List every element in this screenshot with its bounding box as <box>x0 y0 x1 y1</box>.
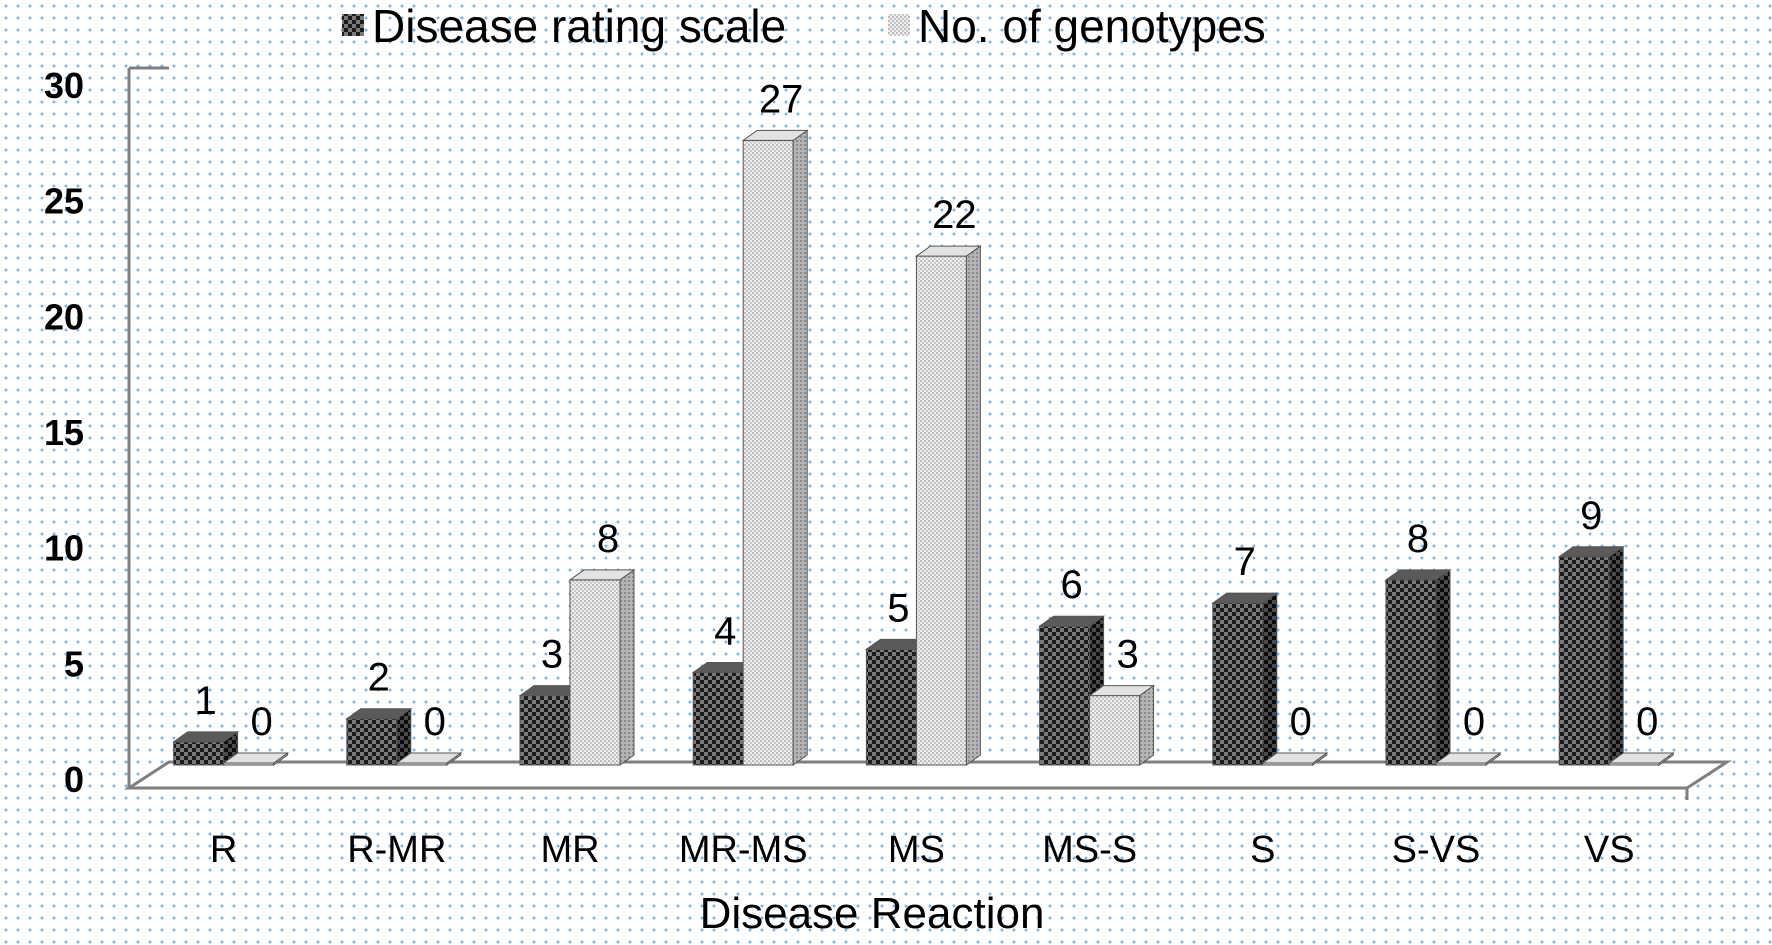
bar-side <box>1608 545 1624 766</box>
data-label: 27 <box>759 77 804 121</box>
bar-top <box>1384 569 1452 581</box>
bar-top <box>1557 546 1625 558</box>
bar-front <box>742 139 794 766</box>
bar-top <box>741 129 809 141</box>
data-label: 0 <box>1463 700 1485 744</box>
data-label: 0 <box>1636 700 1658 744</box>
y-tick-label: 20 <box>44 296 84 337</box>
chart-floor <box>123 760 1733 790</box>
data-label: 6 <box>1060 563 1082 607</box>
bar-front <box>519 695 571 766</box>
bar-top <box>1261 752 1329 764</box>
data-label: 0 <box>424 700 446 744</box>
bar-front <box>1558 556 1610 766</box>
bar-top <box>1038 615 1106 627</box>
x-category-label: R-MR <box>347 829 446 871</box>
data-label: 0 <box>1290 700 1312 744</box>
bar-top <box>1088 685 1156 697</box>
bar-no-of-genotypes <box>741 129 809 766</box>
bar-no-of-genotypes <box>1088 684 1156 766</box>
legend-label-series-1: Disease rating scale <box>372 0 786 52</box>
bar-side <box>1262 592 1278 766</box>
data-label: 4 <box>714 609 736 653</box>
bar-no-of-genotypes <box>222 752 290 766</box>
bar-side <box>1435 568 1451 766</box>
bar-no-of-genotypes <box>1434 752 1502 766</box>
x-category-label: MS-S <box>1042 829 1137 871</box>
bar-disease-rating-scale <box>345 707 413 766</box>
data-label: 2 <box>368 656 390 700</box>
bar-top <box>914 245 982 257</box>
legend-item-disease-rating-scale[interactable]: Disease rating scale <box>342 0 786 52</box>
bar-front <box>1089 695 1141 766</box>
bar-front <box>346 718 398 766</box>
data-label: 1 <box>194 679 216 723</box>
bar-front <box>865 648 917 766</box>
axes <box>123 66 1733 800</box>
bar-top <box>222 752 290 764</box>
y-tick-label: 30 <box>44 65 84 106</box>
x-category-label: VS <box>1584 829 1635 871</box>
bar-top <box>568 569 636 581</box>
bar-side <box>792 129 808 766</box>
x-category-label: MS <box>888 829 945 871</box>
bar-no-of-genotypes <box>1261 752 1329 766</box>
bar-top <box>395 752 463 764</box>
x-axis-title: Disease Reaction <box>700 889 1045 938</box>
bar-no-of-genotypes <box>914 245 982 766</box>
bar-top <box>1211 592 1279 604</box>
bar-side <box>965 245 981 766</box>
y-tick-label: 5 <box>64 643 84 684</box>
bar-no-of-genotypes <box>568 568 636 766</box>
bars <box>172 129 1675 766</box>
bar-top <box>1607 752 1675 764</box>
bar-front <box>1039 625 1091 766</box>
bar-side <box>1139 684 1155 766</box>
bar-no-of-genotypes <box>1607 752 1675 766</box>
dotted-pattern-swatch-icon <box>888 14 910 36</box>
y-tick-label: 25 <box>44 181 84 222</box>
bar-front <box>569 579 621 766</box>
data-label: 0 <box>250 700 272 744</box>
x-category-label: MR <box>540 829 599 871</box>
data-label: 5 <box>887 586 909 630</box>
x-category-label: R <box>210 829 237 871</box>
x-category-label: S <box>1250 829 1275 871</box>
x-axis-categories: R R-MR MR MR-MS MS MS-S S S-VS VS <box>210 829 1635 871</box>
data-label: 3 <box>541 633 563 677</box>
x-category-label: MR-MS <box>679 829 808 871</box>
data-label: 7 <box>1234 540 1256 584</box>
checker-pattern-swatch-icon <box>342 14 364 36</box>
data-label: 8 <box>597 517 619 561</box>
bar-front <box>692 671 744 766</box>
bar-front <box>1212 602 1264 766</box>
bar-top <box>345 708 413 720</box>
legend-item-no-of-genotypes[interactable]: No. of genotypes <box>888 0 1266 52</box>
bar-front <box>1385 579 1437 766</box>
bar-disease-rating-scale <box>1384 568 1452 766</box>
bar-side <box>619 568 635 766</box>
y-tick-label: 0 <box>64 759 84 800</box>
data-label: 22 <box>932 193 977 237</box>
legend: Disease rating scale No. of genotypes <box>342 0 1266 52</box>
bar-disease-rating-scale <box>1211 592 1279 766</box>
bar-front <box>173 741 225 766</box>
data-label: 3 <box>1116 633 1138 677</box>
y-tick-label: 15 <box>44 412 84 453</box>
bar-no-of-genotypes <box>395 752 463 766</box>
y-axis-ticks: 0 5 10 15 20 25 30 <box>44 65 84 800</box>
data-label: 9 <box>1580 494 1602 538</box>
legend-label-series-2: No. of genotypes <box>918 0 1266 52</box>
bar-disease-rating-scale <box>1557 545 1625 766</box>
y-tick-label: 10 <box>44 528 84 569</box>
x-category-label: S-VS <box>1392 829 1481 871</box>
bar-front <box>915 255 967 766</box>
bar-top <box>172 731 240 743</box>
bar-top <box>1434 752 1502 764</box>
data-label: 8 <box>1407 517 1429 561</box>
